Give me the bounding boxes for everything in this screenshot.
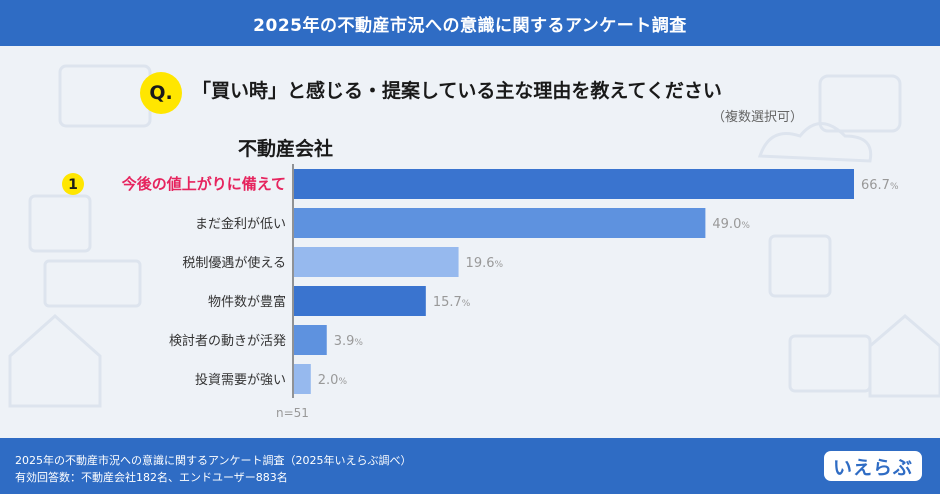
cloud-icon [757, 122, 873, 163]
chat-icon [818, 74, 902, 133]
value-label-6: 2.0% [318, 373, 348, 388]
footer-source: 2025年の不動産市況への意識に関するアンケート調査（2025年いえらぶ調べ） [15, 454, 412, 467]
category-label-5: 検討者の動きが活発 [169, 333, 286, 349]
bar-5 [294, 325, 327, 355]
bar-2 [294, 208, 706, 238]
question-text: 「買い時」と感じる・提案している主な理由を教えてください [192, 80, 722, 102]
value-label-1: 66.7% [861, 178, 899, 193]
video-icon [788, 334, 872, 393]
value-unit-3: % [495, 260, 504, 270]
bar-1 [294, 169, 854, 199]
value-unit-1: % [890, 182, 899, 192]
page-footer: 2025年の不動産市況への意識に関するアンケート調査（2025年いえらぶ調べ） … [0, 438, 940, 494]
page-header: 2025年の不動産市況への意識に関するアンケート調査 [0, 0, 940, 46]
category-label-1: 今後の値上がりに備えて [121, 175, 286, 193]
value-label-4: 15.7% [433, 295, 471, 310]
category-label-2: まだ金利が低い [195, 216, 286, 232]
category-label-4: 物件数が豊富 [208, 294, 286, 310]
question-badge-label: Q. [149, 82, 173, 104]
calendar-icon-right [768, 234, 832, 298]
value-unit-6: % [338, 377, 347, 387]
brand-logo: いえらぶ [824, 451, 922, 481]
house-icon [8, 313, 102, 408]
category-label-3: 税制優遇が使える [182, 255, 286, 271]
value-unit-4: % [462, 299, 471, 309]
sample-size: n=51 [276, 406, 309, 420]
money-icon [43, 259, 142, 308]
bar-6 [294, 364, 311, 394]
value-label-2: 49.0% [712, 217, 750, 232]
value-unit-5: % [354, 338, 363, 348]
footer-respondents: 有効回答数：不動産会社182名、エンドユーザー883名 [15, 471, 288, 484]
value-unit-2: % [741, 221, 750, 231]
rank-badge [62, 173, 84, 195]
bar-4 [294, 286, 426, 316]
category-label-6: 投資需要が強い [195, 372, 286, 388]
bar-chart: 今後の値上がりに備えて 66.7% まだ金利が低い 49.0% 税制優遇が使える 19.6… [62, 164, 899, 420]
header-title: 2025年の不動産市況への意識に関するアンケート調査 [253, 15, 687, 36]
question-badge: Q. [140, 72, 182, 114]
category-title: 不動産会社 [238, 138, 334, 160]
value-label-5: 3.9% [334, 334, 364, 349]
calendar-icon [28, 194, 92, 253]
bar-3 [294, 247, 459, 277]
value-label-3: 19.6% [466, 256, 504, 271]
question-note: （複数選択可） [712, 110, 804, 125]
rank-number: 1 [68, 177, 78, 193]
